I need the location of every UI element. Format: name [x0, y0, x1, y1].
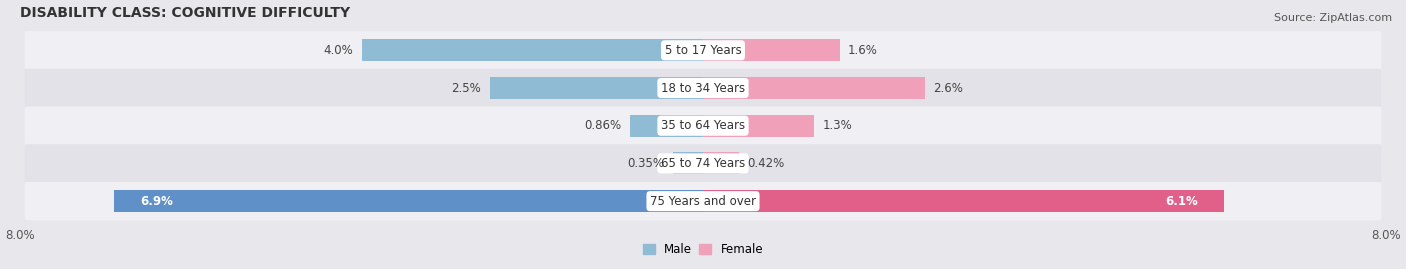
- Text: 0.42%: 0.42%: [748, 157, 785, 170]
- Bar: [114, 190, 703, 212]
- Bar: [673, 153, 703, 174]
- Bar: [703, 77, 925, 99]
- FancyBboxPatch shape: [25, 182, 1381, 220]
- Bar: [703, 153, 738, 174]
- Text: 1.3%: 1.3%: [823, 119, 852, 132]
- Text: 0.86%: 0.86%: [583, 119, 621, 132]
- Text: 6.9%: 6.9%: [139, 195, 173, 208]
- Text: 2.5%: 2.5%: [451, 82, 481, 94]
- Bar: [703, 39, 839, 61]
- Text: 65 to 74 Years: 65 to 74 Years: [661, 157, 745, 170]
- FancyBboxPatch shape: [25, 31, 1381, 69]
- Text: 6.1%: 6.1%: [1166, 195, 1198, 208]
- Text: 4.0%: 4.0%: [323, 44, 353, 57]
- Text: 35 to 64 Years: 35 to 64 Years: [661, 119, 745, 132]
- Bar: [703, 190, 1223, 212]
- Text: 2.6%: 2.6%: [934, 82, 963, 94]
- FancyBboxPatch shape: [25, 107, 1381, 145]
- Text: 18 to 34 Years: 18 to 34 Years: [661, 82, 745, 94]
- Text: 75 Years and over: 75 Years and over: [650, 195, 756, 208]
- Text: DISABILITY CLASS: COGNITIVE DIFFICULTY: DISABILITY CLASS: COGNITIVE DIFFICULTY: [20, 6, 350, 20]
- Text: 1.6%: 1.6%: [848, 44, 877, 57]
- Bar: [489, 77, 703, 99]
- FancyBboxPatch shape: [25, 144, 1381, 183]
- Text: Source: ZipAtlas.com: Source: ZipAtlas.com: [1274, 13, 1392, 23]
- Text: 0.35%: 0.35%: [627, 157, 665, 170]
- Bar: [630, 115, 703, 137]
- FancyBboxPatch shape: [25, 69, 1381, 107]
- Text: 5 to 17 Years: 5 to 17 Years: [665, 44, 741, 57]
- Bar: [703, 115, 814, 137]
- Legend: Male, Female: Male, Female: [638, 239, 768, 261]
- Bar: [361, 39, 703, 61]
